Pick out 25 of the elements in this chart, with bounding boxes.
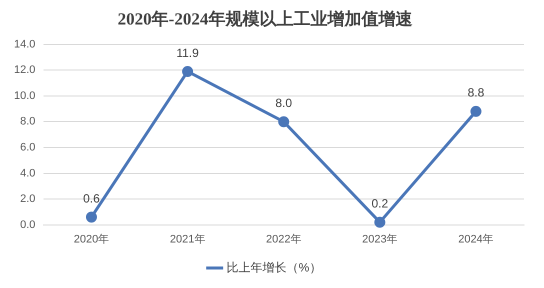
point: [470, 106, 482, 117]
y-tick-label: 14.0: [14, 38, 36, 50]
x-tick-label: 2020年: [74, 233, 110, 246]
x-tick-label: 2021年: [170, 233, 206, 246]
x-tick-label: 2024年: [458, 233, 494, 246]
point: [182, 66, 194, 77]
legend-label: 比上年增长（%）: [226, 260, 322, 274]
data-label: 8.0: [275, 96, 292, 110]
y-tick-label: 6.0: [20, 142, 36, 154]
x-tick-label: 2022年: [266, 233, 302, 246]
data-label: 8.8: [468, 86, 485, 100]
chart-title: 2020年-2024年规模以上工业增加值增速: [118, 10, 412, 29]
data-label: 0.6: [83, 191, 100, 206]
y-tick-label: 2.0: [20, 193, 36, 206]
point: [86, 212, 97, 223]
data-label: 11.9: [176, 46, 200, 60]
y-tick-label: 4.0: [20, 167, 36, 180]
x-tick-label: 2023年: [362, 233, 398, 246]
data-label: 0.2: [371, 196, 388, 211]
point: [278, 116, 290, 128]
y-tick-label: 12.0: [14, 64, 36, 76]
y-tick-label: 10.0: [14, 90, 36, 102]
point: [374, 216, 386, 228]
y-tick-label: 8.0: [20, 116, 36, 128]
y-tick-label: 0.0: [20, 218, 36, 231]
